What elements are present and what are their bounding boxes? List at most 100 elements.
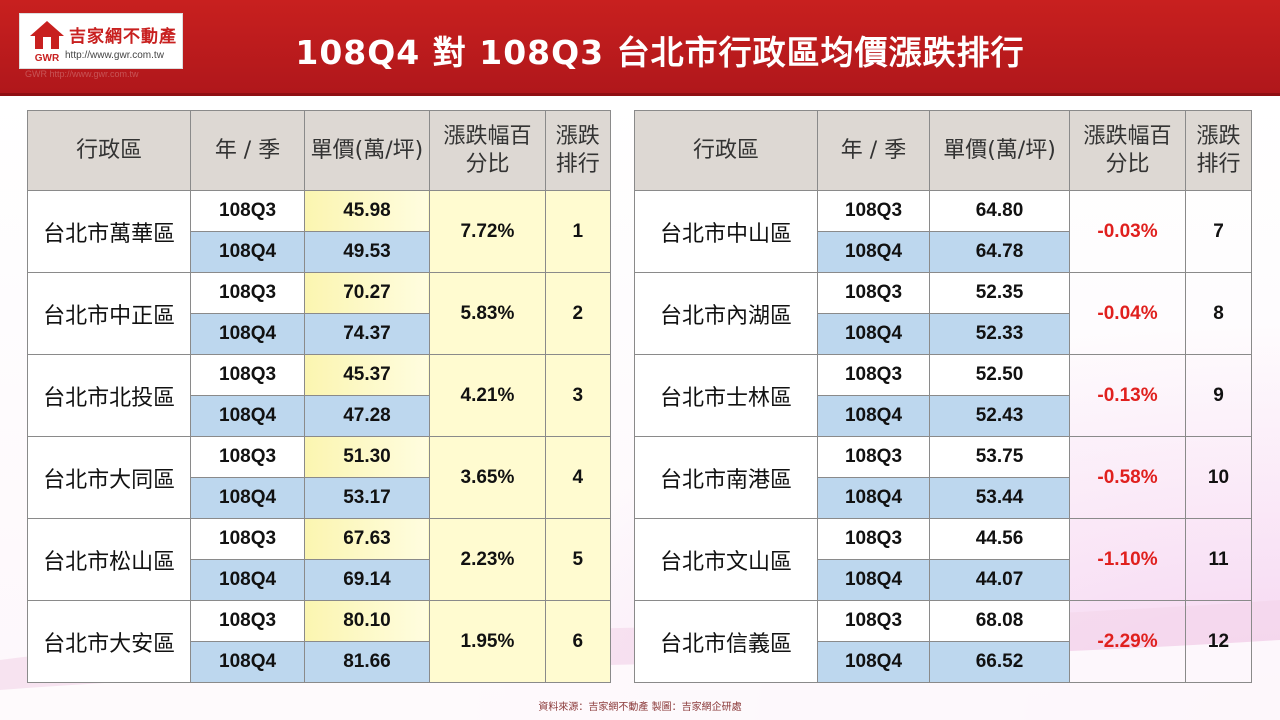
district-cell: 台北市信義區 xyxy=(634,600,818,683)
price-cell: 49.53 xyxy=(303,231,431,273)
price-cell: 64.80 xyxy=(929,190,1070,232)
price-cell: 44.07 xyxy=(929,559,1070,601)
rank-cell: 1 xyxy=(544,190,612,273)
rank-cell: 4 xyxy=(544,436,612,519)
table-row: 台北市中正區 108Q3 70.27 5.83% 2 xyxy=(26,272,612,355)
price-cell: 80.10 xyxy=(303,600,431,642)
rank-cell: 7 xyxy=(1185,190,1252,273)
rank-cell: 10 xyxy=(1185,436,1252,519)
rank-cell: 11 xyxy=(1185,518,1252,601)
table-row: 台北市南港區 108Q3 53.75 -0.58% 10 xyxy=(634,436,1252,519)
rank-cell: 9 xyxy=(1185,354,1252,437)
table-row: 台北市北投區 108Q3 45.37 4.21% 3 xyxy=(26,354,612,437)
rank-cell: 3 xyxy=(544,354,612,437)
col-header-change: 漲跌幅百 分比 xyxy=(1069,110,1186,191)
header-bar xyxy=(0,0,1280,93)
period-cell: 108Q4 xyxy=(190,231,305,273)
district-cell: 台北市大同區 xyxy=(26,436,192,519)
price-cell: 66.52 xyxy=(929,641,1070,683)
logo-watermark-text: GWR http://www.gwr.com.tw xyxy=(25,69,139,79)
district-cell: 台北市內湖區 xyxy=(634,272,818,355)
house-logo-icon: GWR xyxy=(30,21,64,63)
col-header-price: 單價(萬/坪) xyxy=(303,110,431,191)
period-cell: 108Q4 xyxy=(817,641,930,683)
table-row: 108Q4 64.78 xyxy=(635,231,1252,273)
price-cell: 47.28 xyxy=(303,395,431,437)
district-cell: 台北市中山區 xyxy=(634,190,818,273)
change-percent-cell: 2.23% xyxy=(429,518,546,601)
logo-url: http://www.gwr.com.tw xyxy=(65,50,164,61)
district-cell: 台北市南港區 xyxy=(634,436,818,519)
change-percent-cell: -0.58% xyxy=(1069,436,1186,519)
price-cell: 74.37 xyxy=(303,313,431,355)
price-cell: 53.75 xyxy=(929,436,1070,478)
price-cell: 64.78 xyxy=(929,231,1070,273)
table-row: 台北市士林區 108Q3 52.50 -0.13% 9 xyxy=(634,354,1252,437)
period-cell: 108Q3 xyxy=(190,600,305,642)
col-header-price: 單價(萬/坪) xyxy=(929,110,1070,191)
price-cell: 52.35 xyxy=(929,272,1070,314)
price-cell: 44.56 xyxy=(929,518,1070,560)
period-cell: 108Q4 xyxy=(190,313,305,355)
table-row: 台北市萬華區 108Q3 45.98 7.72% 1 xyxy=(26,190,612,273)
page-title: 108Q4 對 108Q3 台北市行政區均價漲跌排行 xyxy=(295,33,1025,72)
table-header-row: 行政區 年 / 季 單價(萬/坪) 漲跌幅百 分比 漲跌 排行 xyxy=(26,110,612,191)
company-logo: GWR 吉家網不動產 http://www.gwr.com.tw xyxy=(19,13,183,69)
district-cell: 台北市北投區 xyxy=(26,354,192,437)
period-cell: 108Q3 xyxy=(190,272,305,314)
period-cell: 108Q3 xyxy=(190,354,305,396)
price-cell: 45.37 xyxy=(303,354,431,396)
ranking-table-rising: 行政區 年 / 季 單價(萬/坪) 漲跌幅百 分比 漲跌 排行 台北市萬華區 108Q… xyxy=(26,110,612,683)
table-row: 台北市中山區 108Q3 64.80 -0.03% 7 xyxy=(634,190,1252,273)
price-cell: 70.27 xyxy=(303,272,431,314)
period-cell: 108Q3 xyxy=(817,518,930,560)
change-percent-cell: -0.13% xyxy=(1069,354,1186,437)
change-percent-cell: -1.10% xyxy=(1069,518,1186,601)
change-percent-cell: 7.72% xyxy=(429,190,546,273)
price-cell: 52.33 xyxy=(929,313,1070,355)
col-header-change: 漲跌幅百 分比 xyxy=(429,110,546,191)
col-header-rank: 漲跌 排行 xyxy=(1185,110,1252,191)
table-row: 108Q4 53.17 xyxy=(28,477,611,519)
period-cell: 108Q4 xyxy=(817,559,930,601)
price-cell: 52.43 xyxy=(929,395,1070,437)
data-source-footer: 資料來源：吉家網不動產 製圖：吉家網企研處 xyxy=(538,702,742,713)
rank-cell: 8 xyxy=(1185,272,1252,355)
period-cell: 108Q3 xyxy=(817,436,930,478)
table-row: 108Q4 47.28 xyxy=(28,395,611,437)
table-row: 台北市內湖區 108Q3 52.35 -0.04% 8 xyxy=(634,272,1252,355)
table-row: 108Q4 81.66 xyxy=(28,641,611,683)
period-cell: 108Q4 xyxy=(817,313,930,355)
col-header-period: 年 / 季 xyxy=(190,110,305,191)
col-header-district: 行政區 xyxy=(26,110,192,191)
district-cell: 台北市士林區 xyxy=(634,354,818,437)
table-row: 台北市文山區 108Q3 44.56 -1.10% 11 xyxy=(634,518,1252,601)
change-percent-cell: 5.83% xyxy=(429,272,546,355)
rank-cell: 5 xyxy=(544,518,612,601)
logo-abbr: GWR xyxy=(35,53,60,63)
table-row: 台北市大安區 108Q3 80.10 1.95% 6 xyxy=(26,600,612,683)
price-cell: 69.14 xyxy=(303,559,431,601)
price-cell: 53.44 xyxy=(929,477,1070,519)
district-cell: 台北市文山區 xyxy=(634,518,818,601)
period-cell: 108Q4 xyxy=(190,477,305,519)
period-cell: 108Q3 xyxy=(817,600,930,642)
period-cell: 108Q3 xyxy=(190,190,305,232)
table-row: 台北市信義區 108Q3 68.08 -2.29% 12 xyxy=(634,600,1252,683)
col-header-district: 行政區 xyxy=(634,110,818,191)
price-cell: 68.08 xyxy=(929,600,1070,642)
period-cell: 108Q3 xyxy=(817,190,930,232)
district-cell: 台北市中正區 xyxy=(26,272,192,355)
ranking-table-falling: 行政區 年 / 季 單價(萬/坪) 漲跌幅百 分比 漲跌 排行 台北市中山區 108Q… xyxy=(634,110,1252,683)
table-header-row: 行政區 年 / 季 單價(萬/坪) 漲跌幅百 分比 漲跌 排行 xyxy=(634,110,1252,191)
change-percent-cell: -2.29% xyxy=(1069,600,1186,683)
period-cell: 108Q4 xyxy=(817,395,930,437)
table-row: 108Q4 44.07 xyxy=(635,559,1252,601)
table-row: 108Q4 52.43 xyxy=(635,395,1252,437)
price-cell: 53.17 xyxy=(303,477,431,519)
table-row: 108Q4 53.44 xyxy=(635,477,1252,519)
table-row: 台北市松山區 108Q3 67.63 2.23% 5 xyxy=(26,518,612,601)
table-row: 108Q4 69.14 xyxy=(28,559,611,601)
price-cell: 81.66 xyxy=(303,641,431,683)
change-percent-cell: 3.65% xyxy=(429,436,546,519)
